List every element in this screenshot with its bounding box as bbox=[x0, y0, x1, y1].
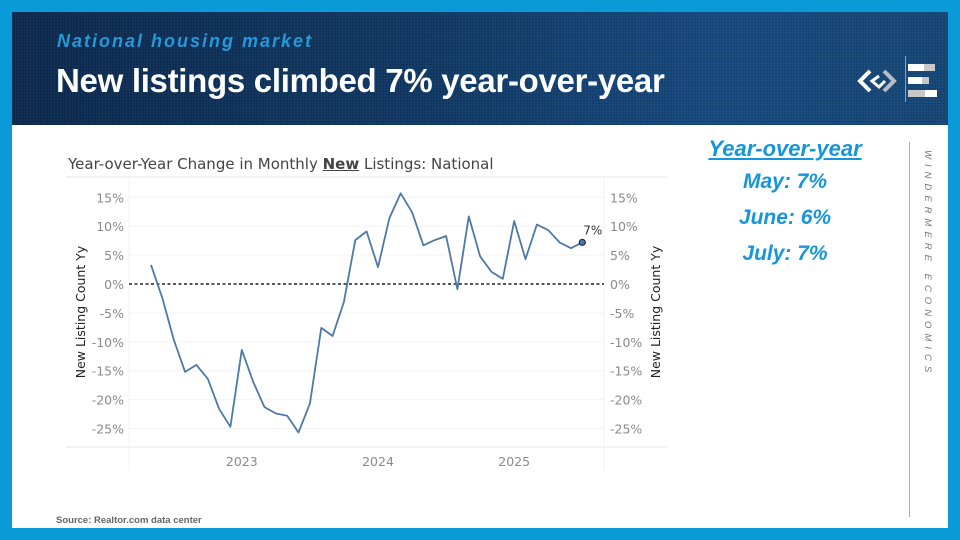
data-point bbox=[229, 426, 231, 428]
data-point bbox=[320, 327, 322, 329]
data-point bbox=[377, 266, 379, 268]
data-point bbox=[150, 264, 152, 266]
data-point bbox=[490, 271, 492, 273]
data-point bbox=[184, 371, 186, 373]
x-tick-label: 2025 bbox=[498, 454, 530, 469]
y-tick-label-left: 0% bbox=[104, 277, 124, 292]
y-tick-label-left: 10% bbox=[96, 219, 124, 234]
source-note: Source: Realtor.com data center bbox=[56, 515, 202, 526]
data-point bbox=[263, 406, 265, 408]
chart-title: Year-over-Year Change in Monthly New Lis… bbox=[68, 155, 494, 173]
end-point-label: 7% bbox=[583, 223, 602, 237]
y-tick-label-right: -10% bbox=[610, 335, 642, 350]
data-point bbox=[411, 211, 413, 213]
data-point bbox=[456, 288, 458, 290]
data-point bbox=[422, 244, 424, 246]
data-point bbox=[365, 230, 367, 232]
y-tick-label-left: 5% bbox=[104, 248, 124, 263]
data-point bbox=[297, 431, 299, 433]
data-point bbox=[536, 223, 538, 225]
windermere-logo-icon bbox=[857, 69, 897, 93]
data-point bbox=[558, 241, 560, 243]
data-point bbox=[445, 235, 447, 237]
data-point bbox=[218, 408, 220, 410]
divider-line bbox=[909, 142, 910, 517]
header-banner: National housing market New listings cli… bbox=[12, 12, 948, 125]
yoy-heading: Year-over-year bbox=[708, 136, 862, 161]
data-point bbox=[502, 278, 504, 280]
y-tick-label-right: 15% bbox=[610, 190, 638, 205]
data-point bbox=[343, 301, 345, 303]
y-axis-title-right: New Listing Count Yy bbox=[648, 245, 663, 378]
end-point-marker bbox=[578, 238, 586, 246]
data-point bbox=[434, 239, 436, 241]
data-point bbox=[241, 349, 243, 351]
data-point bbox=[468, 215, 470, 217]
y-tick-label-right: 0% bbox=[610, 277, 630, 292]
data-point bbox=[547, 229, 549, 231]
data-point bbox=[309, 402, 311, 404]
yoy-row-june: June: 6% bbox=[738, 206, 832, 229]
economics-bars-icon bbox=[905, 56, 937, 102]
data-point bbox=[524, 258, 526, 260]
y-axis-title-left: New Listing Count Yy bbox=[73, 245, 88, 378]
data-point bbox=[388, 217, 390, 219]
y-tick-label-left: -10% bbox=[92, 335, 124, 350]
data-point bbox=[286, 415, 288, 417]
data-point bbox=[161, 297, 163, 299]
data-point bbox=[479, 255, 481, 257]
chart-title-suffix: Listings: National bbox=[359, 155, 494, 173]
page-title: New listings climbed 7% year-over-year bbox=[56, 62, 665, 99]
data-point bbox=[207, 378, 209, 380]
data-point bbox=[275, 412, 277, 414]
yoy-summary: Year-over-year May: 7% June: 6% July: 7% bbox=[672, 134, 898, 272]
header-kicker: National housing market bbox=[57, 31, 314, 51]
data-point bbox=[570, 247, 572, 249]
y-tick-label-right: -25% bbox=[610, 422, 642, 437]
chart-title-prefix: Year-over-Year Change in Monthly bbox=[68, 155, 323, 173]
data-point bbox=[513, 220, 515, 222]
y-tick-label-left: -15% bbox=[92, 364, 124, 379]
y-tick-label-right: 5% bbox=[610, 248, 630, 263]
y-tick-label-left: -5% bbox=[100, 306, 124, 321]
data-point bbox=[252, 380, 254, 382]
data-point bbox=[400, 192, 402, 194]
data-point bbox=[354, 239, 356, 241]
data-point bbox=[195, 364, 197, 366]
x-tick-label: 2024 bbox=[362, 454, 394, 469]
brand-text: WINDERMERE ECONOMICS bbox=[922, 150, 933, 378]
yoy-row-july: July: 7% bbox=[742, 242, 828, 265]
data-point bbox=[173, 338, 175, 340]
y-tick-label-right: -15% bbox=[610, 364, 642, 379]
series-line bbox=[150, 192, 583, 434]
data-point bbox=[331, 335, 333, 337]
y-tick-label-right: -20% bbox=[610, 393, 642, 408]
slide: National housing market New listings cli… bbox=[12, 12, 948, 528]
y-tick-label-left: -25% bbox=[92, 422, 124, 437]
yoy-row-may: May: 7% bbox=[742, 170, 828, 193]
y-tick-label-left: 15% bbox=[96, 190, 124, 205]
y-tick-label-left: -20% bbox=[92, 393, 124, 408]
y-tick-label-right: -5% bbox=[610, 306, 634, 321]
x-tick-label: 2023 bbox=[226, 454, 258, 469]
chart-title-emph: New bbox=[322, 155, 360, 173]
y-tick-label-right: 10% bbox=[610, 219, 638, 234]
